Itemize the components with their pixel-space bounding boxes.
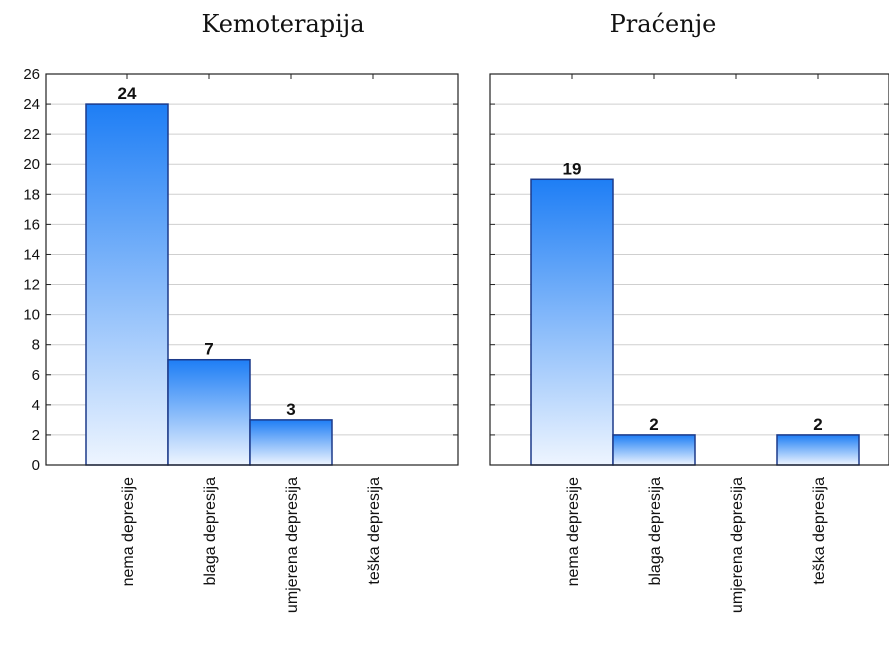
y-tick-label: 24 <box>23 96 40 113</box>
y-tick-label: 20 <box>23 156 40 173</box>
category-label: teška depresija <box>811 477 828 585</box>
bar <box>530 178 614 466</box>
data-label: 2 <box>813 415 822 434</box>
bar <box>612 434 696 466</box>
bar <box>776 434 860 466</box>
category-label: teška depresija <box>366 477 383 585</box>
category-label: umjerena depresija <box>729 477 746 613</box>
y-tick-label: 4 <box>32 397 40 414</box>
y-tick-label: 6 <box>32 367 40 384</box>
y-tick-label: 22 <box>23 126 40 143</box>
category-label: umjerena depresija <box>284 477 301 613</box>
category-label: blaga depresija <box>202 477 219 586</box>
y-tick-label: 12 <box>23 277 40 294</box>
category-label: nema depresije <box>120 477 137 587</box>
y-tick-label: 26 <box>23 66 40 83</box>
plot-frame <box>489 73 889 466</box>
plot-frame <box>45 73 459 466</box>
bar <box>249 419 333 466</box>
chart-title-kemoterapija: Kemoterapija <box>201 10 365 38</box>
data-label: 2 <box>649 415 658 434</box>
data-label: 19 <box>563 159 582 178</box>
y-tick-label: 18 <box>23 186 40 203</box>
y-tick-label: 10 <box>23 307 40 324</box>
y-tick-label: 0 <box>32 457 40 474</box>
y-tick-label: 8 <box>32 337 40 354</box>
data-label: 3 <box>286 400 295 419</box>
y-tick-label: 14 <box>23 246 40 263</box>
bar <box>167 358 251 466</box>
bar <box>85 103 169 466</box>
data-label: 24 <box>118 84 137 103</box>
data-label: 7 <box>204 340 213 359</box>
y-tick-label: 2 <box>32 427 40 444</box>
category-label: nema depresije <box>565 477 582 587</box>
y-tick-label: 16 <box>23 216 40 233</box>
category-label: blaga depresija <box>647 477 664 586</box>
chart-title-pracenje: Praćenje <box>609 10 717 38</box>
